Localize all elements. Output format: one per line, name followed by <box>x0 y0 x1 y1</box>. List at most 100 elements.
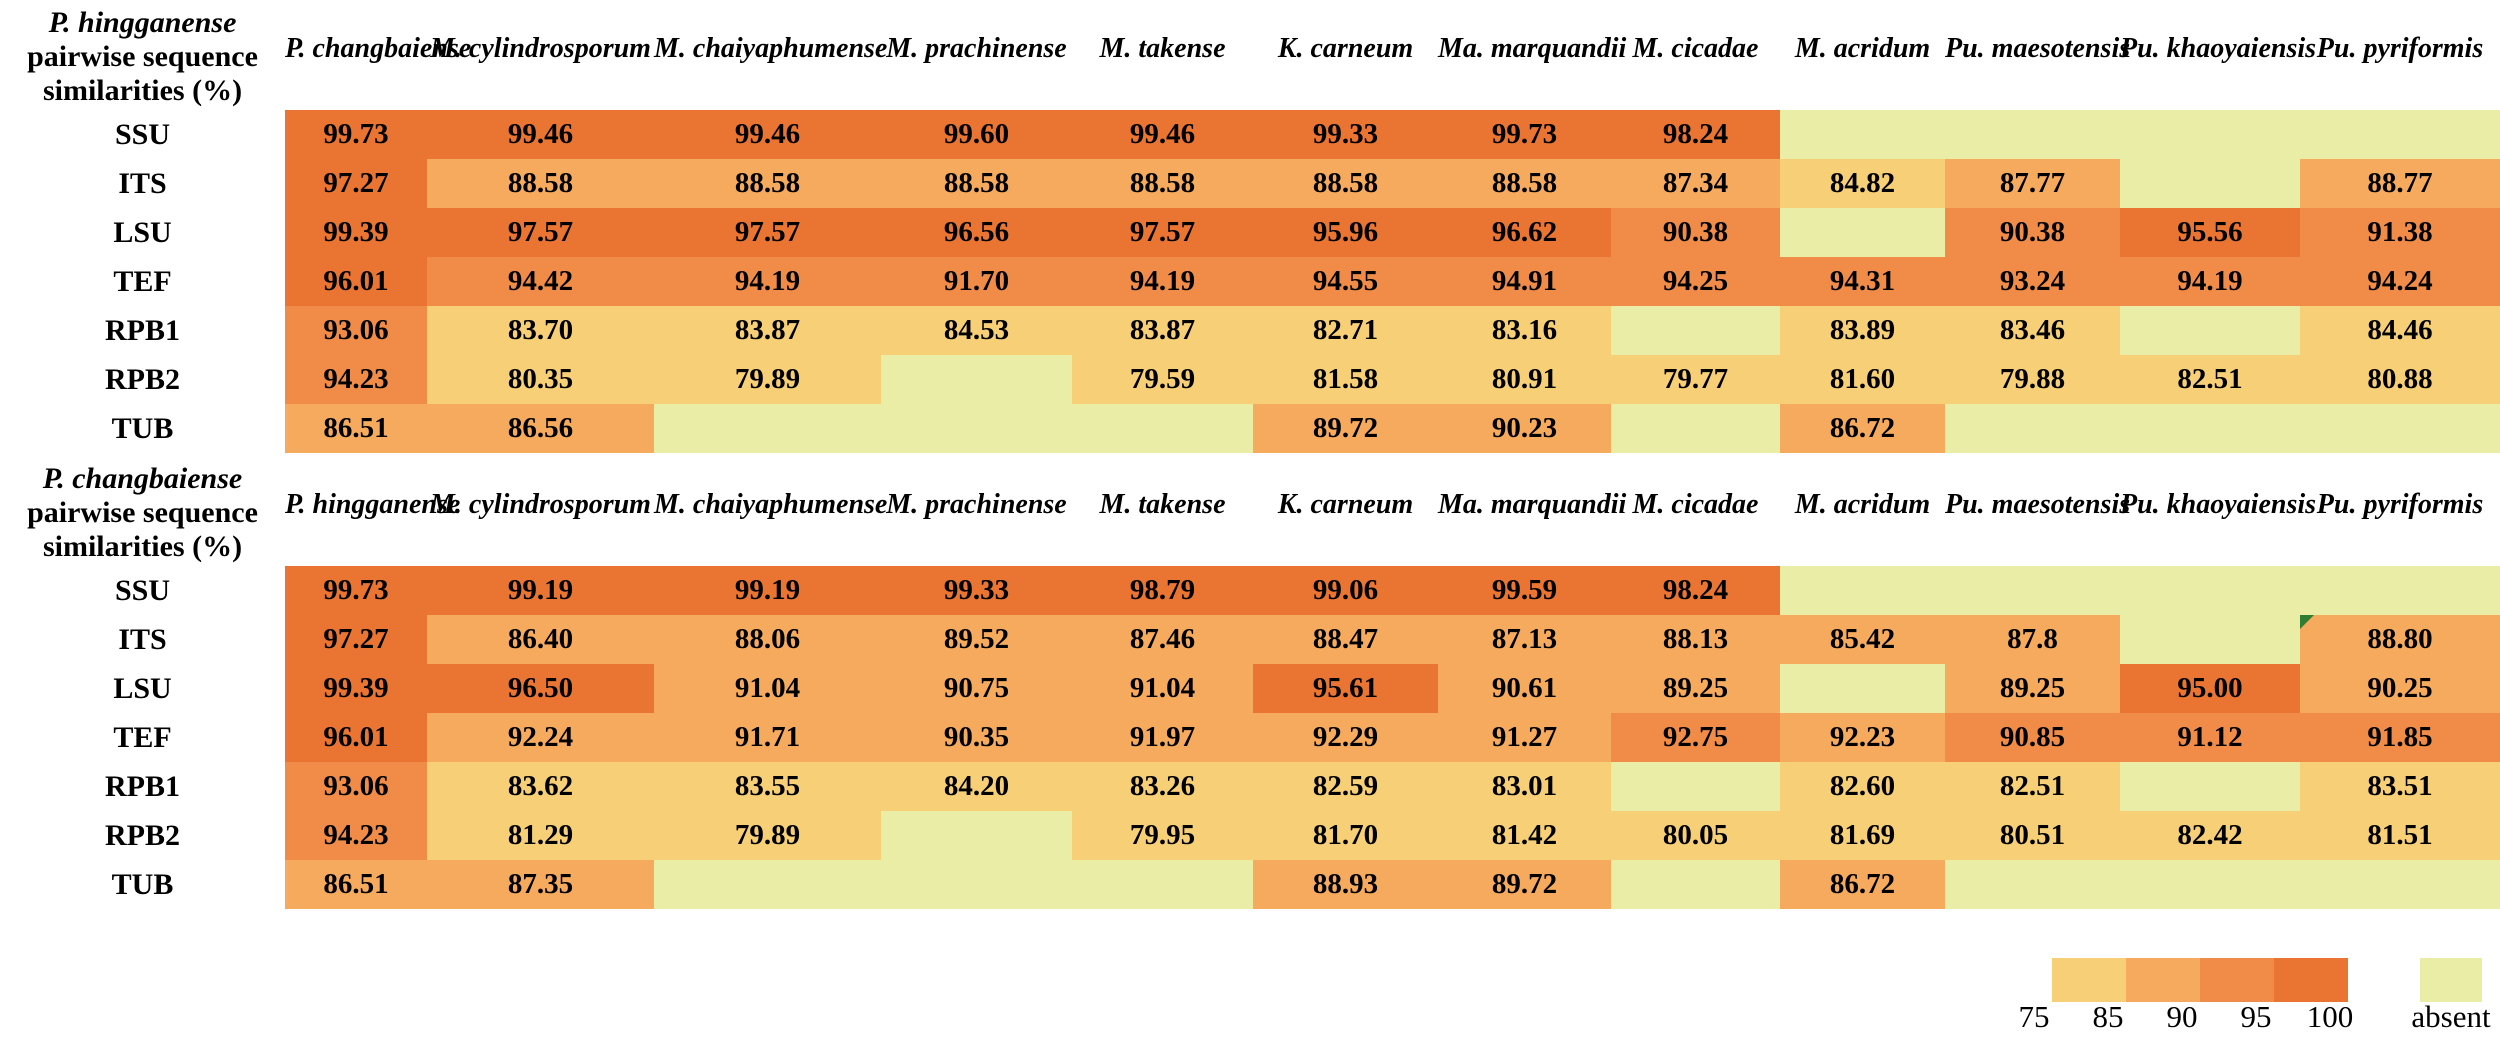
heatmap-cell: 87.35 <box>427 860 654 909</box>
heatmap-cell: 83.46 <box>1945 306 2120 355</box>
heatmap-cell: 94.31 <box>1780 257 1945 306</box>
heatmap-cell: 90.38 <box>1945 208 2120 257</box>
column-header: P. hingganense <box>285 489 461 520</box>
row-label: ITS <box>0 159 285 208</box>
legend-color-scale <box>2052 958 2348 1002</box>
heatmap-cell-absent <box>2120 306 2300 355</box>
heatmap-cell: 88.58 <box>1253 159 1438 208</box>
heatmap-grid: SSU 99.73 99.46 99.46 99.60 99.46 99.33 99.73 98… <box>0 110 2500 453</box>
heatmap-cell: 82.42 <box>2120 811 2300 860</box>
column-header: Pu. pyriformis <box>2316 489 2484 520</box>
heatmap-cell: 99.46 <box>654 110 881 159</box>
heatmap-cell-absent <box>1072 404 1253 453</box>
legend-swatch-75-85 <box>2052 958 2126 1002</box>
heatmap-cell: 92.29 <box>1253 713 1438 762</box>
heatmap-cell: 99.46 <box>427 110 654 159</box>
row-label: TEF <box>0 257 285 306</box>
heatmap-cell: 94.42 <box>427 257 654 306</box>
legend-swatch-95-100 <box>2274 958 2348 1002</box>
heatmap-cell: 87.8 <box>1945 615 2120 664</box>
column-header: M. prachinense <box>886 489 1067 520</box>
title-line: similarities (%) <box>42 530 243 563</box>
heatmap-cell: 94.19 <box>654 257 881 306</box>
legend-tick-label: 90 <box>2166 999 2198 1034</box>
column-header: Pu. maesotensis <box>1945 33 2131 64</box>
column-header: Ma. marquandii <box>1438 33 1627 64</box>
heatmap-cell: 97.57 <box>654 208 881 257</box>
heatmap-row: ITS 97.27 88.58 88.58 88.58 88.58 88.58 88.58 87… <box>0 159 2500 208</box>
heatmap-row: LSU 99.39 96.50 91.04 90.75 91.04 95.61 90.61 89… <box>0 664 2500 713</box>
heatmap-cell: 80.88 <box>2300 355 2500 404</box>
row-label: SSU <box>0 566 285 615</box>
heatmap-cell: 99.73 <box>1438 110 1611 159</box>
column-header: M. takense <box>1099 489 1226 520</box>
heatmap-cell: 98.24 <box>1611 110 1780 159</box>
heatmap-cell: 94.19 <box>1072 257 1253 306</box>
heatmap-cell: 92.23 <box>1780 713 1945 762</box>
column-header: M. cylindrosporum <box>430 489 651 520</box>
heatmap-cell-absent <box>654 860 881 909</box>
legend-tick-label: 75 <box>2018 999 2050 1034</box>
heatmap-cell: 99.73 <box>285 110 427 159</box>
heatmap-cell: 86.51 <box>285 404 427 453</box>
heatmap-cell: 79.88 <box>1945 355 2120 404</box>
heatmap-row: SSU 99.73 99.19 99.19 99.33 98.79 99.06 99.59 98… <box>0 566 2500 615</box>
heatmap-cell: 98.79 <box>1072 566 1253 615</box>
heatmap-cell: 88.77 <box>2300 159 2500 208</box>
heatmap-cell: 91.04 <box>1072 664 1253 713</box>
heatmap-cell-absent <box>1780 664 1945 713</box>
heatmap-cell-absent <box>2120 860 2300 909</box>
row-label: TUB <box>0 860 285 909</box>
table-title: P. changbaiense pairwise sequence simila… <box>0 462 285 564</box>
heatmap-grid: SSU 99.73 99.19 99.19 99.33 98.79 99.06 99.59 98… <box>0 566 2500 909</box>
heatmap-cell: 96.01 <box>285 257 427 306</box>
legend-absent-label: absent <box>2411 999 2491 1034</box>
heatmap-cell: 99.73 <box>285 566 427 615</box>
title-line: pairwise sequence <box>27 40 258 73</box>
heatmap-cell: 81.70 <box>1253 811 1438 860</box>
heatmap-cell-absent <box>2300 566 2500 615</box>
heatmap-cell: 91.97 <box>1072 713 1253 762</box>
title-species-line: P. changbaiense <box>42 462 243 495</box>
heatmap-cell: 99.59 <box>1438 566 1611 615</box>
legend-swatch-absent <box>2420 958 2482 1002</box>
heatmap-cell: 92.24 <box>427 713 654 762</box>
heatmap-cell: 90.23 <box>1438 404 1611 453</box>
heatmap-cell: 82.51 <box>2120 355 2300 404</box>
heatmap-cell: 90.38 <box>1611 208 1780 257</box>
heatmap-cell: 90.25 <box>2300 664 2500 713</box>
heatmap-cell: 88.06 <box>654 615 881 664</box>
heatmap-row: TUB 86.51 86.56 89.72 90.23 86.72 <box>0 404 2500 453</box>
heatmap-cell: 90.75 <box>881 664 1072 713</box>
heatmap-cell: 89.52 <box>881 615 1072 664</box>
row-label: TEF <box>0 713 285 762</box>
heatmap-cell: 96.01 <box>285 713 427 762</box>
heatmap-cell: 79.59 <box>1072 355 1253 404</box>
heatmap-cell-absent <box>654 404 881 453</box>
heatmap-cell: 99.60 <box>881 110 1072 159</box>
heatmap-cell: 89.72 <box>1253 404 1438 453</box>
heatmap-cell: 99.06 <box>1253 566 1438 615</box>
heatmap-cell: 83.01 <box>1438 762 1611 811</box>
heatmap-cell: 90.35 <box>881 713 1072 762</box>
heatmap-cell: 83.55 <box>654 762 881 811</box>
heatmap-row: TUB 86.51 87.35 88.93 89.72 86.72 <box>0 860 2500 909</box>
heatmap-cell-absent <box>1945 860 2120 909</box>
heatmap-cell: 91.04 <box>654 664 881 713</box>
heatmap-cell: 97.27 <box>285 159 427 208</box>
heatmap-cell-absent <box>1945 110 2120 159</box>
heatmap-cell: 80.35 <box>427 355 654 404</box>
heatmap-cell-absent <box>1780 110 1945 159</box>
heatmap-cell: 91.71 <box>654 713 881 762</box>
heatmap-cell: 99.33 <box>881 566 1072 615</box>
heatmap-cell-absent <box>881 404 1072 453</box>
column-header: M. cicadae <box>1632 489 1759 520</box>
heatmap-table-hingganense: P. hingganense pairwise sequence similar… <box>0 0 2500 456</box>
row-label: ITS <box>0 615 285 664</box>
heatmap-cell: 81.29 <box>427 811 654 860</box>
heatmap-cell: 88.58 <box>654 159 881 208</box>
heatmap-cell: 99.33 <box>1253 110 1438 159</box>
heatmap-cell: 95.00 <box>2120 664 2300 713</box>
heatmap-cell: 92.75 <box>1611 713 1780 762</box>
